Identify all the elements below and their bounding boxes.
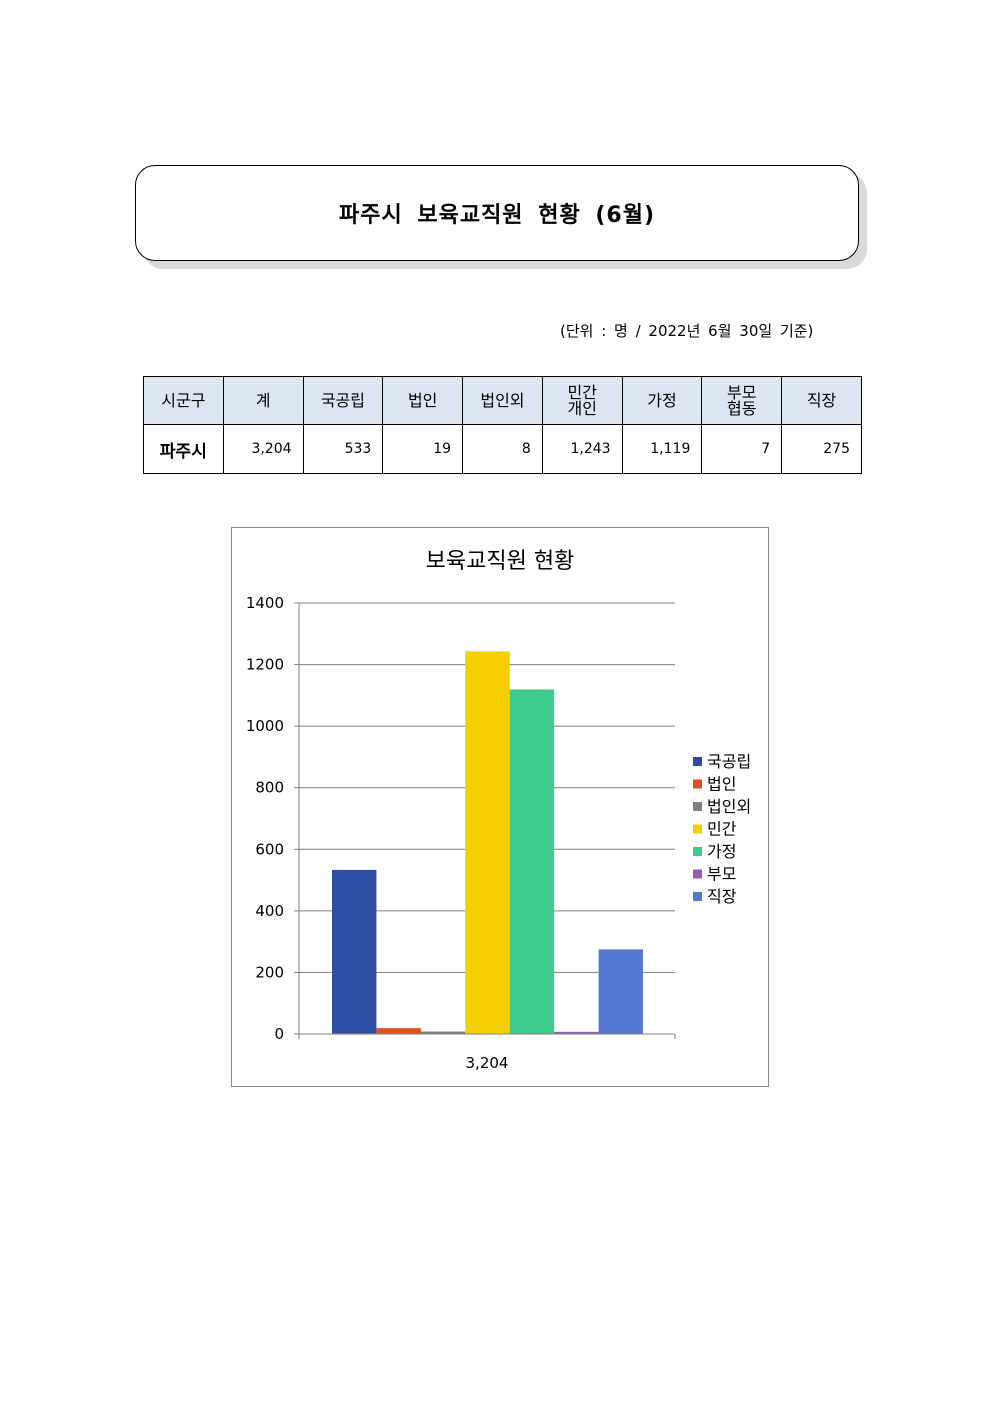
legend-swatch: [693, 757, 702, 766]
chart-bars: [332, 651, 643, 1034]
col-header-workplace: 직장: [781, 376, 862, 425]
y-tick-label: 1200: [246, 656, 284, 674]
legend-label: 가정: [707, 842, 736, 861]
table-header-row: 시군구 계 국공립 법인 법인외 민간 개인 가정 부모 협동 직장: [143, 376, 862, 425]
page-title: 파주시 보육교직원 현황 (6월): [338, 203, 656, 228]
legend-swatch: [693, 824, 702, 834]
legend-swatch: [693, 779, 702, 789]
bar-2: [376, 1028, 421, 1034]
col-header-non-corporate: 법인외: [462, 376, 543, 425]
chart-frame: 보육교직원 현황 0 200 400 600 800 1000 1200 1400 3,204 …: [231, 527, 769, 1087]
legend-swatch: [693, 869, 702, 879]
cell-private: 1,243: [541, 424, 623, 474]
cell-non-corporate: 8: [462, 424, 543, 474]
table-row: 파주시 3,204 533 19 8 1,243 1,119 7 275: [143, 424, 862, 474]
col-header-total: 계: [222, 376, 304, 425]
x-category-label: 3,204: [466, 1054, 509, 1072]
col-header-parent-coop-line2: 협동: [727, 398, 757, 418]
cell-parent-coop: 7: [701, 424, 783, 474]
cell-region: 파주시: [143, 424, 224, 474]
col-header-private-line2: 개인: [567, 398, 597, 418]
unit-note: (단위 : 명 / 2022년 6월 30일 기준): [560, 322, 814, 340]
y-tick-label: 1000: [246, 717, 284, 735]
col-header-region: 시군구: [143, 376, 224, 425]
staff-table: 시군구 계 국공립 법인 법인외 민간 개인 가정 부모 협동 직장 파주시 3…: [143, 376, 862, 474]
legend-label: 법인: [707, 775, 736, 794]
chart-title: 보육교직원 현황: [426, 549, 575, 574]
legend-label: 부모: [707, 865, 736, 884]
col-header-parent-coop: 부모 협동: [701, 376, 783, 425]
cell-home: 1,119: [621, 424, 703, 474]
col-header-public: 국공립: [302, 376, 384, 425]
bar-5: [509, 689, 555, 1034]
title-box: 파주시 보육교직원 현황 (6월): [135, 165, 859, 261]
legend-label: 법인외: [707, 797, 751, 816]
y-tick-label: 600: [255, 840, 284, 858]
legend-swatch: [693, 892, 702, 901]
y-tick-label: 1400: [246, 594, 284, 612]
bar-6: [554, 1031, 599, 1034]
legend-label: 국공립: [707, 752, 751, 771]
col-header-corporate: 법인: [382, 376, 464, 425]
legend-label: 직장: [707, 887, 737, 906]
bar-4: [465, 651, 510, 1034]
col-header-home: 가정: [621, 376, 703, 425]
cell-workplace: 275: [781, 424, 862, 474]
cell-corporate: 19: [382, 424, 464, 474]
y-tick-label: 400: [255, 902, 284, 920]
legend-label: 민간: [707, 820, 737, 839]
bar-7: [598, 949, 643, 1034]
bar-1: [332, 869, 377, 1034]
chart-axes: 0 200 400 600 800 1000 1200 1400 3,204: [246, 594, 676, 1072]
legend-swatch: [693, 802, 702, 811]
y-tick-label: 200: [255, 963, 284, 981]
cell-total: 3,204: [222, 424, 304, 474]
col-header-private-line1: 민간: [567, 382, 597, 402]
col-header-private: 민간 개인: [541, 376, 623, 425]
y-tick-label: 0: [274, 1025, 284, 1043]
bar-3: [420, 1031, 466, 1034]
y-tick-label: 800: [255, 779, 284, 797]
legend-swatch: [693, 847, 702, 856]
bar-chart: 보육교직원 현황 02004006008001000120014003,204 …: [246, 549, 751, 1072]
cell-public: 533: [302, 424, 384, 474]
col-header-parent-coop-line1: 부모: [727, 382, 757, 402]
